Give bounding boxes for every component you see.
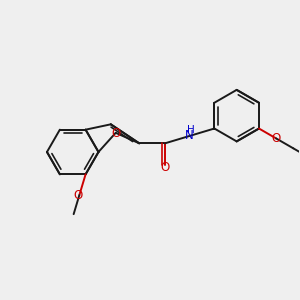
Text: H: H	[187, 125, 194, 135]
Text: O: O	[160, 160, 169, 174]
Text: O: O	[111, 127, 120, 140]
Text: N: N	[185, 129, 194, 142]
Text: O: O	[272, 132, 281, 145]
Text: O: O	[74, 189, 83, 202]
